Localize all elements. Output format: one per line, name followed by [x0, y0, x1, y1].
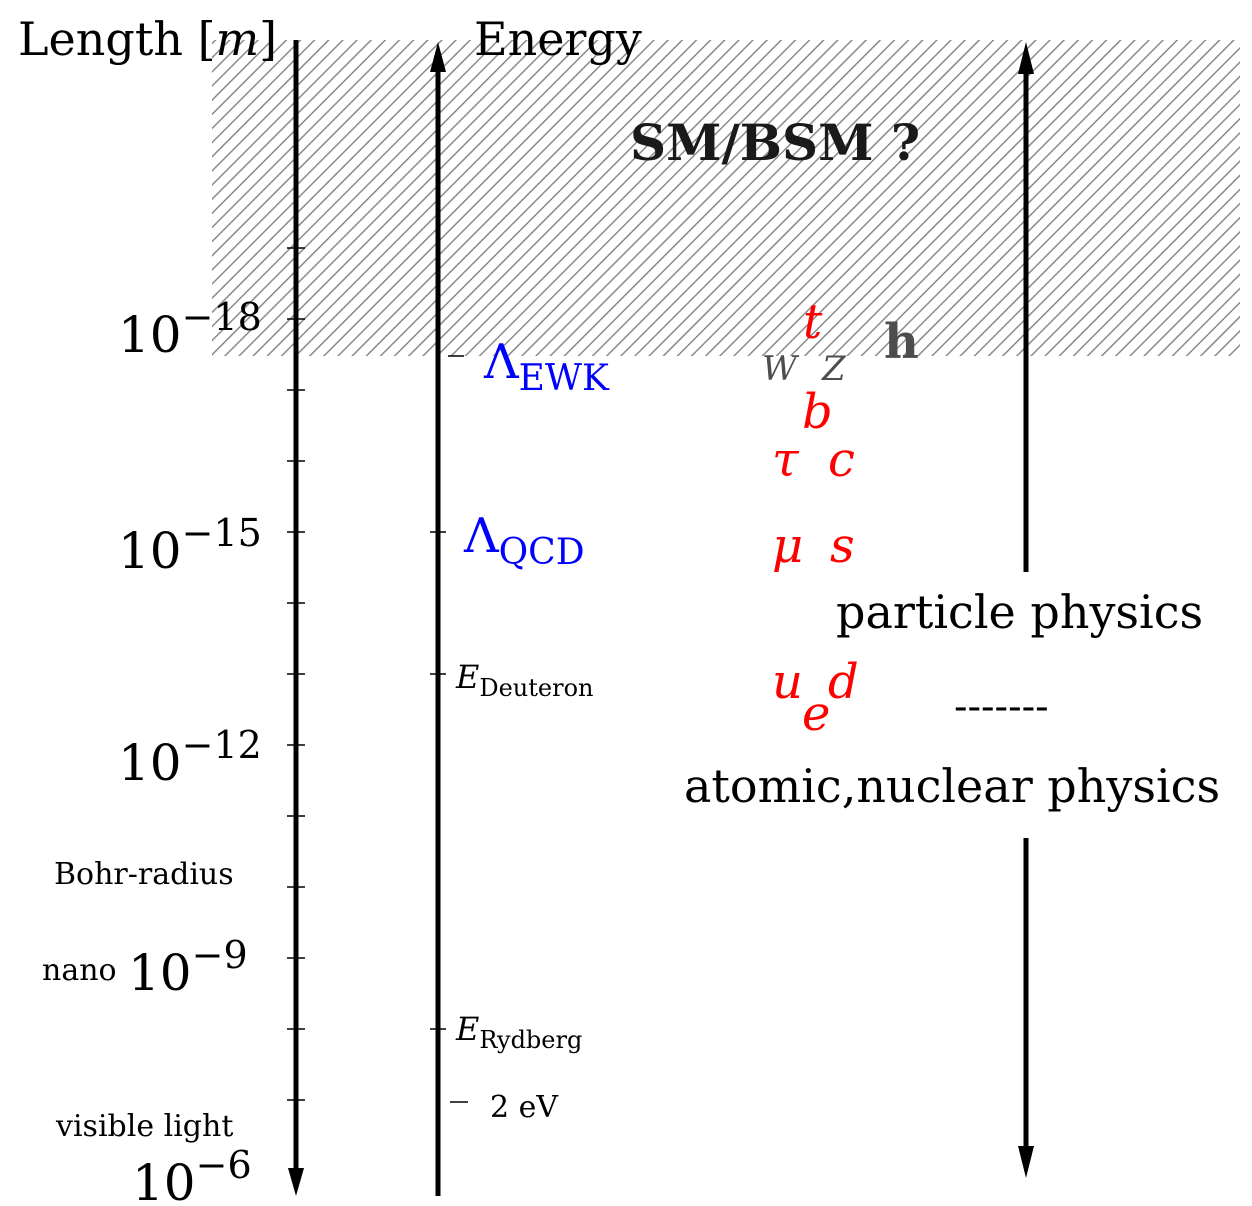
particles: t h W Z b τ c μ s u d e — [762, 294, 919, 742]
nano-label: nano — [42, 953, 117, 988]
length-axis — [287, 40, 305, 1196]
length-labels: 10−18 10−15 10−12 10−9 10−6 nano Bohr-ra… — [42, 295, 262, 1206]
energy-labels: ΛEWK ΛQCD EDeuteron ERydberg 2 eV — [455, 334, 610, 1125]
length-label-1e-9: 10−9 — [128, 933, 248, 1002]
energy-axis-title: Energy — [474, 12, 642, 66]
length-ticks — [287, 247, 305, 1101]
particle-e: e — [802, 686, 830, 742]
particle-t: t — [803, 294, 823, 350]
atomic-nuclear-physics-label: atomic,nuclear physics — [684, 759, 1220, 813]
two-ev-label: 2 eV — [490, 1090, 559, 1125]
particle-physics-label: particle physics — [836, 585, 1203, 639]
particle-W: W — [762, 349, 800, 389]
e-rydberg-label: ERydberg — [455, 1010, 582, 1054]
e-deuteron-label: EDeuteron — [455, 658, 594, 702]
energy-ticks — [430, 355, 468, 1103]
particle-tau: τ — [772, 432, 800, 488]
length-label-1e-15: 10−15 — [118, 511, 262, 580]
energy-axis — [430, 42, 468, 1196]
particle-u: u — [772, 654, 803, 710]
physics-divider-arrows — [1018, 42, 1034, 1178]
particle-d: d — [828, 654, 859, 710]
lambda-ewk-label: ΛEWK — [483, 334, 610, 399]
bohr-radius-label: Bohr-radius — [54, 857, 234, 892]
length-label-1e-6: 10−6 — [132, 1143, 252, 1206]
particle-c: c — [828, 432, 855, 488]
bsm-region-label: SM/BSM ? — [630, 113, 920, 172]
particle-mu: μ — [772, 518, 803, 574]
particle-s: s — [830, 518, 855, 574]
particle-Z: Z — [821, 349, 847, 389]
physics-labels: particle physics ------- atomic,nuclear … — [684, 580, 1226, 813]
lambda-qcd-label: ΛQCD — [463, 508, 585, 573]
length-label-1e-18: 10−18 — [118, 295, 262, 364]
physics-divider-dashes: ------- — [954, 684, 1049, 730]
particle-h: h — [884, 314, 919, 370]
length-axis-title: Length [m] — [18, 12, 277, 66]
length-label-1e-12: 10−12 — [118, 723, 262, 792]
bsm-region — [212, 40, 1240, 356]
particle-b: b — [802, 384, 833, 440]
visible-light-label: visible light — [55, 1109, 233, 1144]
